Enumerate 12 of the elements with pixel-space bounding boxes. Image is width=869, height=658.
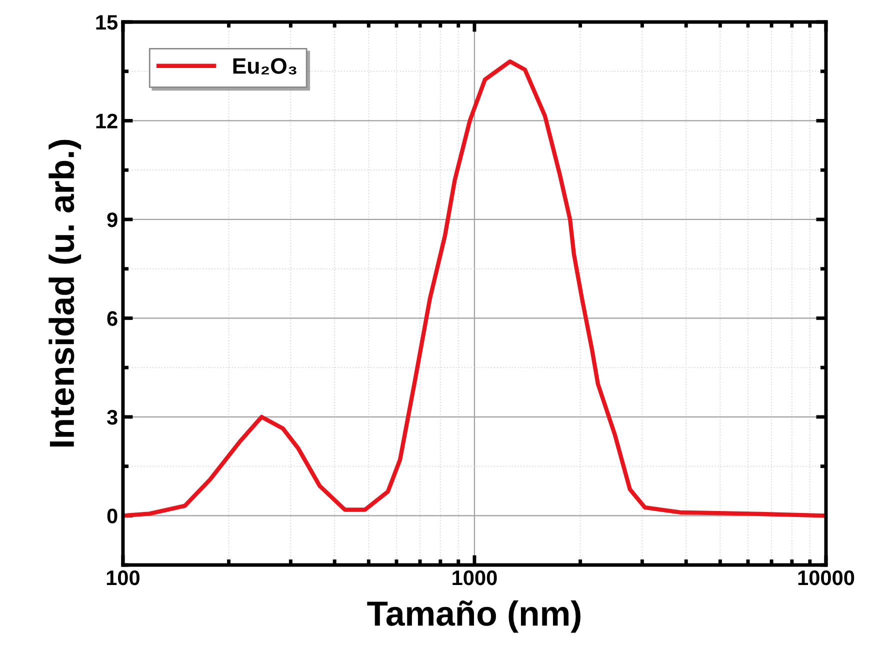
x-axis-title: Tamaño (nm) bbox=[367, 600, 580, 633]
legend-label: Eu₂O₃ bbox=[233, 58, 296, 74]
y-tick-label: 3 bbox=[106, 410, 118, 425]
y-tick-label: 0 bbox=[107, 508, 118, 524]
y-tick-label: 12 bbox=[96, 114, 118, 128]
y-tick-label: 6 bbox=[107, 311, 118, 326]
x-tick-label: 100 bbox=[106, 570, 140, 586]
y-axis-title: Intensidad (u. arb.) bbox=[48, 140, 82, 446]
x-tick-label: 1000 bbox=[452, 570, 497, 586]
y-tick-label: 15 bbox=[96, 15, 118, 30]
x-tick-label: 10000 bbox=[798, 570, 854, 586]
y-tick-label: 9 bbox=[107, 212, 118, 228]
